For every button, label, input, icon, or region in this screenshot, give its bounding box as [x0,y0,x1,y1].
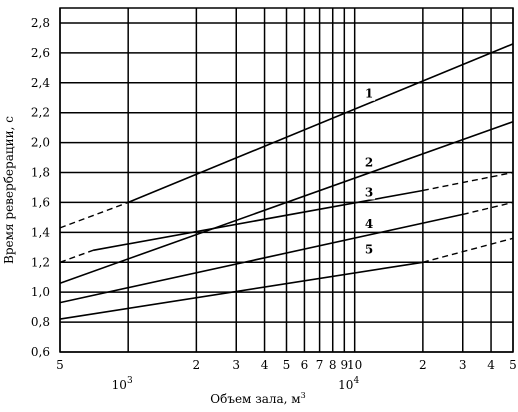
x-tick-label: 9 [340,358,348,372]
y-tick-label: 1,4 [31,225,50,239]
y-tick-label: 1,0 [31,285,50,299]
series-line-2 [59,120,514,284]
curve-label-5: 5 [365,242,373,256]
x-axis-label-text: Объем зала, м [210,392,300,406]
series-line-5 [59,261,424,320]
grid-layer [59,8,514,353]
y-tick-label: 2,0 [31,136,50,150]
y-tick-label: 0,6 [31,345,50,359]
x-axis-label: Объем зала, м3 [210,391,305,406]
plot-frame [59,7,514,353]
y-tick-label: 2,4 [31,76,50,90]
x-tick-label: 10 [347,358,362,372]
x-tick-label: 6 [301,358,309,372]
curve-label-2: 2 [365,156,373,170]
x-decade-label: 103 [112,376,133,392]
y-tick-label: 1,8 [31,166,50,180]
series-extrapolation-5 [422,237,514,263]
y-tick-label: 2,6 [31,46,50,60]
curve-label-1: 1 [365,87,373,101]
series-line-4 [59,213,463,304]
x-tick-label: 4 [261,358,269,372]
curve-label-bg [363,155,376,170]
series-extrapolation-1 [59,201,129,229]
series-layer [59,43,514,320]
x-tick-label: 3 [459,358,467,372]
y-tick-label: 2,2 [31,106,50,120]
series-extrapolation-4 [462,201,514,216]
series-extrapolation-3 [422,171,514,192]
curve-label-bg [363,185,376,200]
series-line-3 [92,189,424,252]
x-tick-label: 2 [419,358,427,372]
x-tick-label: 8 [329,358,337,372]
curve-label-bg [363,86,376,101]
x-tick-label: 4 [487,358,495,372]
label-layer: 1 2 3 4 5 [363,86,376,257]
x-decade-base: 10 [112,378,127,392]
y-tick-label: 0,8 [31,315,50,329]
x-tick-label: 2 [193,358,201,372]
series-extrapolation-3 [59,249,94,263]
x-decade-label: 104 [338,376,359,392]
curve-label-bg [363,216,376,231]
y-tick-label: 1,2 [31,255,50,269]
y-axis-label: Время реверберации, с [2,116,16,264]
series-line-1 [127,43,514,204]
x-tick-label: 5 [509,358,517,372]
x-tick-label: 5 [283,358,291,372]
x-tick-label: 5 [56,358,64,372]
x-decade-exp: 3 [127,376,133,386]
x-tick-label: 7 [316,358,324,372]
y-tick-label: 2,8 [31,16,50,30]
y-tick-label: 1,6 [31,195,50,209]
curve-label-4: 4 [365,217,373,231]
curve-label-bg [363,242,376,257]
x-decade-base: 10 [338,378,353,392]
x-axis-label-unit-exp: 3 [301,391,306,400]
x-decade-exp: 4 [353,376,359,386]
x-tick-label: 3 [232,358,240,372]
axis-layer: 0,6 0,8 1,0 1,2 1,4 1,6 1,8 2,0 2,2 2,4 2,6 2,8 5 2 3 4… [31,7,517,392]
curve-label-3: 3 [365,185,373,199]
